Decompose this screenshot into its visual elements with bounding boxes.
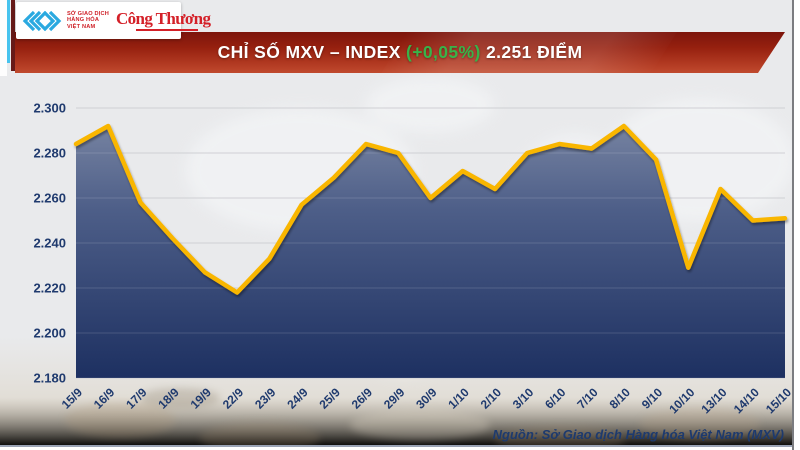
left-edge-strip	[0, 0, 7, 76]
svg-text:2.260: 2.260	[33, 191, 66, 206]
svg-text:2.180: 2.180	[33, 371, 66, 386]
congthuong-logo-text: Công Thương	[115, 8, 211, 28]
mxv-logo-line: HÀNG HÓA	[67, 17, 100, 24]
svg-text:2.200: 2.200	[33, 326, 66, 341]
logo-panel: SỞ GIAO DỊCH HÀNG HÓA VIỆT NAM Công Thươ…	[16, 2, 211, 39]
svg-text:2.280: 2.280	[33, 146, 66, 161]
cyan-stripe	[7, 0, 10, 63]
bottom-border	[0, 445, 800, 447]
index-area-fill	[76, 126, 785, 378]
y-axis-labels: 2.300 2.280 2.260 2.240 2.220 2.200 2.180	[33, 101, 66, 386]
mxv-logo-text: SỞ GIAO DỊCH HÀNG HÓA VIỆT NAM	[67, 11, 109, 31]
svg-text:2.220: 2.220	[33, 281, 66, 296]
congthuong-tagline-bar	[135, 28, 198, 32]
svg-text:2.300: 2.300	[33, 101, 66, 116]
maroon-stripe	[11, 0, 15, 71]
mxv-logo-line: VIỆT NAM	[67, 23, 96, 30]
mxv-logo-line: SỞ GIAO DỊCH	[67, 10, 109, 17]
title-change-percent: (+0,05%)	[406, 42, 481, 62]
title-value: 2.251 ĐIỂM	[480, 42, 583, 62]
index-line	[73, 123, 788, 295]
mxv-logo-icon	[22, 10, 62, 31]
right-margin	[794, 0, 800, 450]
bottom-margin	[0, 447, 800, 450]
right-border	[792, 0, 794, 450]
source-note: Nguồn: Sở Giao dịch Hàng hóa Việt Nam (M…	[492, 427, 784, 442]
title-text: CHỈ SỐ MXV – INDEX	[217, 42, 407, 62]
svg-text:2.240: 2.240	[33, 236, 66, 251]
congthuong-logo: Công Thương	[115, 8, 211, 32]
chart-title: CHỈ SỐ MXV – INDEX (+0,05%) 2.251 ĐIỂM	[15, 32, 785, 73]
